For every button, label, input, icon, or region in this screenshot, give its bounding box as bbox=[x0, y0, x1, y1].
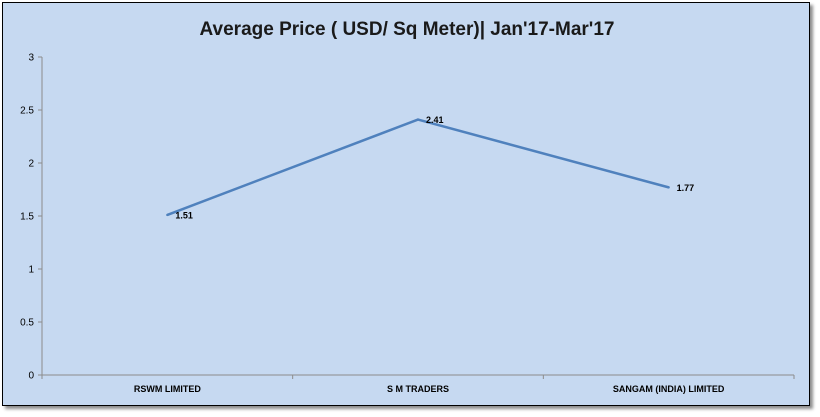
data-label: 2.41 bbox=[426, 115, 444, 125]
series-line bbox=[166, 118, 669, 217]
data-point bbox=[166, 213, 169, 217]
chart-area: Average Price ( USD/ Sq Meter)| Jan'17-M… bbox=[2, 2, 810, 406]
y-tick-label: 0.5 bbox=[20, 318, 34, 329]
y-tick-label: 2.5 bbox=[20, 106, 34, 117]
data-point bbox=[416, 118, 420, 121]
data-point bbox=[667, 186, 670, 189]
x-tick-label: RSWM LIMITED bbox=[134, 384, 201, 394]
y-tick-label: 0 bbox=[28, 371, 34, 382]
y-tick-label: 1 bbox=[28, 265, 34, 276]
x-tick-label: S M TRADERS bbox=[387, 384, 449, 394]
chart-title: Average Price ( USD/ Sq Meter)| Jan'17-M… bbox=[199, 19, 615, 40]
data-label: 1.77 bbox=[677, 183, 695, 193]
y-tick-label: 1.5 bbox=[20, 212, 34, 223]
data-label: 1.51 bbox=[175, 210, 193, 220]
x-tick-label: SANGAM (INDIA) LIMITED bbox=[613, 384, 725, 394]
y-tick-label: 2 bbox=[28, 159, 34, 170]
y-tick-label: 3 bbox=[28, 53, 34, 64]
